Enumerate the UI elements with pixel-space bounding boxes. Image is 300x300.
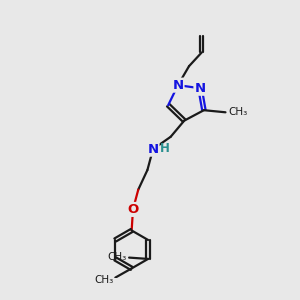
Text: N: N — [172, 79, 184, 92]
Text: CH₃: CH₃ — [229, 107, 248, 117]
Text: O: O — [127, 203, 139, 216]
Text: N: N — [194, 82, 206, 95]
Text: CH₃: CH₃ — [94, 275, 114, 285]
Text: CH₃: CH₃ — [108, 251, 127, 262]
Text: N: N — [147, 143, 159, 156]
Text: H: H — [160, 142, 170, 154]
